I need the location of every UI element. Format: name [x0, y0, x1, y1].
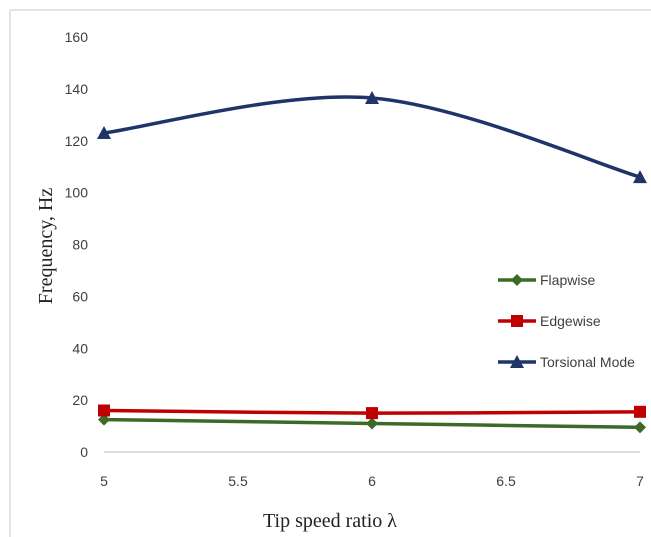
legend-swatch-marker — [510, 355, 524, 368]
y-tick-label: 0 — [80, 444, 88, 460]
y-tick-label: 20 — [72, 392, 88, 408]
x-axis-title: Tip speed ratio λ — [263, 510, 397, 532]
x-axis-ticks: 5 5.5 6 6.5 7 — [100, 473, 644, 489]
data-point-torsional-mode — [633, 170, 647, 184]
x-tick-label: 6 — [368, 473, 376, 489]
y-tick-label: 80 — [72, 237, 88, 253]
y-tick-label: 120 — [65, 133, 89, 149]
data-point-edgewise — [98, 404, 110, 417]
y-axis-title: Frequency, Hz — [35, 188, 57, 305]
legend-swatch-marker — [511, 274, 523, 286]
y-tick-label: 140 — [65, 81, 89, 97]
data-point-flapwise — [634, 421, 646, 434]
legend-label: Flapwise — [540, 272, 595, 288]
series-line-torsional-mode — [103, 95, 641, 179]
data-point-torsional-mode — [365, 90, 379, 104]
data-point-flapwise — [98, 413, 110, 426]
y-tick-label: 60 — [72, 288, 88, 304]
legend: Flapwise Edgewise Torsional Mode — [498, 272, 635, 370]
y-tick-label: 160 — [65, 29, 89, 45]
y-tick-label: 100 — [65, 185, 89, 201]
x-tick-label: 6.5 — [496, 473, 516, 489]
x-tick-label: 7 — [636, 473, 644, 489]
legend-swatch-marker — [511, 315, 523, 327]
data-point-edgewise — [634, 405, 646, 418]
y-tick-label: 40 — [72, 340, 88, 356]
series-layer — [97, 90, 647, 434]
y-axis-ticks: 0 20 40 60 80 100 120 140 160 — [65, 29, 89, 460]
x-tick-label: 5 — [100, 473, 108, 489]
data-point-torsional-mode — [97, 125, 111, 139]
data-point-flapwise — [366, 417, 378, 430]
legend-label: Torsional Mode — [540, 354, 635, 370]
legend-label: Edgewise — [540, 313, 601, 329]
x-tick-label: 5.5 — [228, 473, 248, 489]
data-point-edgewise — [366, 407, 378, 420]
